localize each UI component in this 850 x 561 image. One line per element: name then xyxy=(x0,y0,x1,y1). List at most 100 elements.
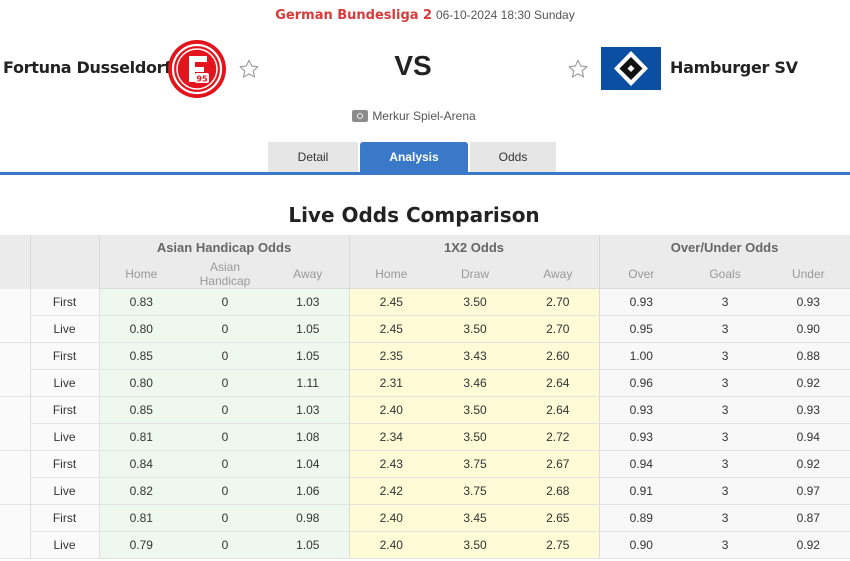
odds-type-cell: Live xyxy=(30,423,100,451)
odds-row[interactable]: Live 0.82 0 1.06 2.42 3.75 2.68 0.91 3 0.97 xyxy=(0,477,850,505)
live-odds-table: Asian Handicap Odds 1X2 Odds Over/Under … xyxy=(0,235,850,559)
home-team-logo[interactable]: 95 xyxy=(167,39,227,99)
1x2-group-header: 1X2 Odds xyxy=(349,235,600,260)
x12-home-cell: 2.40 xyxy=(349,504,433,532)
x12-away-cell: 2.64 xyxy=(517,396,600,424)
x12-away-cell: 2.75 xyxy=(517,531,600,559)
x12-away-cell: 2.70 xyxy=(517,315,600,343)
ah-handicap-cell: 0 xyxy=(183,477,267,505)
x12-away-cell: 2.70 xyxy=(517,288,600,316)
ah-home-cell: 0.81 xyxy=(99,504,183,532)
ou-under-cell: 0.92 xyxy=(767,450,850,478)
x12-away-cell: 2.67 xyxy=(517,450,600,478)
ah-handicap-cell: 0 xyxy=(183,396,267,424)
ah-handicap-cell: 0 xyxy=(183,369,267,397)
odds-type-cell: Live xyxy=(30,369,100,397)
ah-home-cell: 0.84 xyxy=(99,450,183,478)
match-header-line: German Bundesliga 2 06-10-2024 18:30 Sun… xyxy=(0,8,850,23)
ah-handicap-cell: 0 xyxy=(183,531,267,559)
ou-under-cell: 0.88 xyxy=(767,342,850,370)
tab-odds[interactable]: Odds xyxy=(470,142,556,172)
x12-home-cell: 2.45 xyxy=(349,288,433,316)
col-1x2-draw: Draw xyxy=(433,260,517,289)
col-ah-away: Away xyxy=(267,260,350,289)
ou-under-cell: 0.93 xyxy=(767,396,850,424)
odds-type-cell: First xyxy=(30,288,100,316)
tab-underline xyxy=(0,172,850,175)
bookmaker-cell xyxy=(0,450,31,505)
ah-handicap-cell: 0 xyxy=(183,504,267,532)
x12-draw-cell: 3.50 xyxy=(433,423,517,451)
x12-draw-cell: 3.50 xyxy=(433,396,517,424)
ah-away-cell: 1.03 xyxy=(267,396,350,424)
odds-row[interactable]: First 0.84 0 1.04 2.43 3.75 2.67 0.94 3 0.92 xyxy=(0,450,850,505)
match-datetime: 06-10-2024 18:30 Sunday xyxy=(435,8,575,22)
odds-row[interactable]: Live 0.81 0 1.08 2.34 3.50 2.72 0.93 3 0.94 xyxy=(0,423,850,451)
away-team-logo[interactable] xyxy=(601,47,661,90)
ou-goals-cell: 3 xyxy=(683,531,768,559)
ou-over-cell: 0.89 xyxy=(599,504,684,532)
home-team-name[interactable]: Fortuna Dusseldorf xyxy=(3,58,171,77)
odds-row[interactable]: First 0.81 0 0.98 2.40 3.45 2.65 0.89 3 0.87 xyxy=(0,504,850,559)
ah-away-cell: 1.03 xyxy=(267,288,350,316)
odds-row[interactable]: Live 0.80 0 1.05 2.45 3.50 2.70 0.95 3 0.90 xyxy=(0,315,850,343)
col-ah-home: Home xyxy=(99,260,183,289)
type-header xyxy=(30,235,100,289)
odds-row[interactable]: Live 0.80 0 1.11 2.31 3.46 2.64 0.96 3 0.92 xyxy=(0,369,850,397)
x12-away-cell: 2.64 xyxy=(517,369,600,397)
ou-goals-cell: 3 xyxy=(683,396,768,424)
x12-draw-cell: 3.75 xyxy=(433,450,517,478)
x12-away-cell: 2.60 xyxy=(517,342,600,370)
x12-home-cell: 2.43 xyxy=(349,450,433,478)
match-tabs: Detail Analysis Odds xyxy=(268,142,556,172)
favorite-away-star-icon[interactable] xyxy=(567,58,589,80)
away-team-name[interactable]: Hamburger SV xyxy=(670,58,798,77)
home-logo-text: 95 xyxy=(196,75,208,84)
vs-label: VS xyxy=(394,50,432,81)
x12-draw-cell: 3.50 xyxy=(433,315,517,343)
x12-draw-cell: 3.45 xyxy=(433,504,517,532)
odds-row[interactable]: First 0.83 0 1.03 2.45 3.50 2.70 0.93 3 0.93 xyxy=(0,288,850,343)
x12-draw-cell: 3.50 xyxy=(433,288,517,316)
bookmaker-cell xyxy=(0,288,31,343)
ah-home-cell: 0.80 xyxy=(99,315,183,343)
odds-type-cell: Live xyxy=(30,315,100,343)
odds-row[interactable]: Live 0.79 0 1.05 2.40 3.50 2.75 0.90 3 0.92 xyxy=(0,531,850,559)
ah-home-cell: 0.82 xyxy=(99,477,183,505)
ou-over-cell: 0.90 xyxy=(599,531,684,559)
ah-away-cell: 1.05 xyxy=(267,342,350,370)
ah-home-cell: 0.85 xyxy=(99,396,183,424)
tab-analysis[interactable]: Analysis xyxy=(360,142,468,172)
ou-over-cell: 0.94 xyxy=(599,450,684,478)
ou-under-cell: 0.94 xyxy=(767,423,850,451)
odds-type-cell: First xyxy=(30,396,100,424)
ou-over-cell: 0.93 xyxy=(599,396,684,424)
x12-home-cell: 2.42 xyxy=(349,477,433,505)
odds-row[interactable]: First 0.85 0 1.05 2.35 3.43 2.60 1.00 3 0.88 xyxy=(0,342,850,397)
ah-handicap-cell: 0 xyxy=(183,423,267,451)
ah-home-cell: 0.79 xyxy=(99,531,183,559)
ah-away-cell: 1.05 xyxy=(267,315,350,343)
ou-under-cell: 0.92 xyxy=(767,369,850,397)
ah-handicap-cell: 0 xyxy=(183,342,267,370)
ah-away-cell: 1.04 xyxy=(267,450,350,478)
league-link[interactable]: German Bundesliga 2 xyxy=(275,8,433,23)
ou-over-cell: 0.93 xyxy=(599,288,684,316)
ou-goals-cell: 3 xyxy=(683,477,768,505)
ah-away-cell: 1.05 xyxy=(267,531,350,559)
col-1x2-home: Home xyxy=(349,260,433,289)
x12-draw-cell: 3.43 xyxy=(433,342,517,370)
odds-row[interactable]: First 0.85 0 1.03 2.40 3.50 2.64 0.93 3 0.93 xyxy=(0,396,850,451)
odds-type-cell: First xyxy=(30,450,100,478)
ou-over-cell: 0.93 xyxy=(599,423,684,451)
favorite-home-star-icon[interactable] xyxy=(238,58,260,80)
x12-draw-cell: 3.46 xyxy=(433,369,517,397)
tab-detail[interactable]: Detail xyxy=(268,142,358,172)
col-ou-goals: Goals xyxy=(683,260,768,289)
odds-type-cell: First xyxy=(30,504,100,532)
ah-away-cell: 1.08 xyxy=(267,423,350,451)
ah-home-cell: 0.85 xyxy=(99,342,183,370)
x12-home-cell: 2.35 xyxy=(349,342,433,370)
x12-away-cell: 2.72 xyxy=(517,423,600,451)
ou-under-cell: 0.90 xyxy=(767,315,850,343)
